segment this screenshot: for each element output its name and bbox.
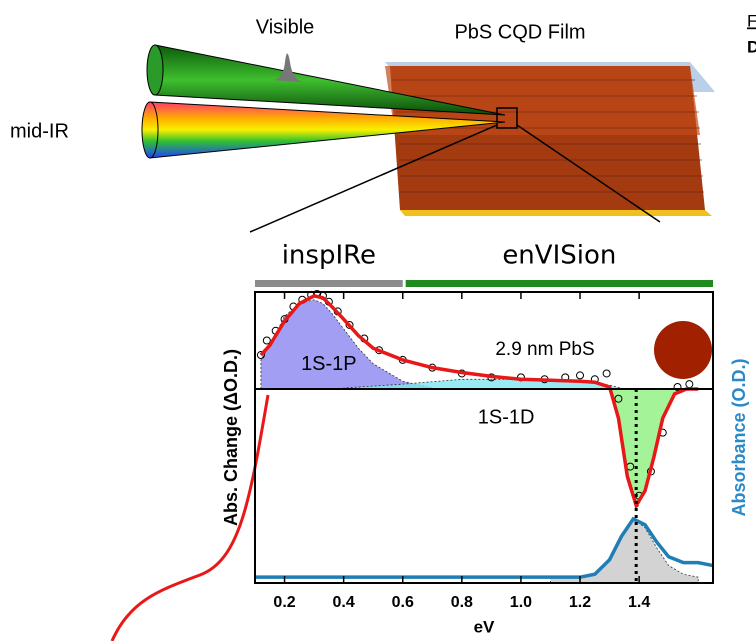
point (686, 381, 693, 388)
x-tick-label: 0.2 (273, 594, 295, 611)
band (406, 280, 713, 287)
band-label: inspIRe (282, 241, 376, 271)
panel-label: F (747, 11, 756, 30)
beam-label: mid-IR (10, 120, 69, 142)
x-tick-label: 0.6 (392, 594, 414, 611)
annotation: 2.9 nm PbS (495, 339, 594, 360)
figure: Visible PbS CQD Film mid-IR F D inspIRe e… (0, 0, 756, 641)
band (255, 280, 403, 287)
panel-label: D (747, 37, 756, 56)
x-tick-label: 1.2 (569, 594, 591, 611)
film (385, 62, 715, 216)
x-axis-title: eV (474, 617, 495, 636)
x-tick-label: 0.8 (451, 594, 473, 611)
y2-axis-title: Absorbance (O.D.) (729, 358, 749, 516)
area (610, 389, 687, 510)
beam-label: Visible (256, 16, 315, 38)
area (261, 300, 432, 389)
point (603, 370, 610, 377)
curve (112, 395, 268, 641)
y-axis-title: Abs. Change (ΔO.D.) (221, 349, 241, 526)
film-label: PbS CQD Film (454, 21, 585, 43)
series-label: 1S-1D (478, 406, 535, 428)
x-tick-label: 1.4 (628, 594, 650, 611)
particle (654, 321, 712, 379)
point (577, 372, 584, 379)
series-label: 1S-1P (301, 353, 357, 375)
area (550, 519, 698, 583)
x-tick-label: 1.0 (510, 594, 532, 611)
band-label: enVISion (502, 241, 616, 271)
x-tick-label: 0.4 (333, 594, 355, 611)
